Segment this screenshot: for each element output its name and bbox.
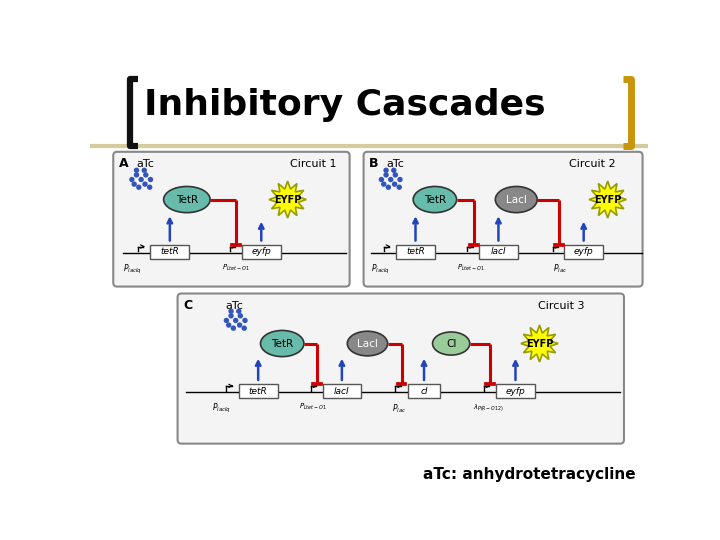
Circle shape	[230, 326, 236, 331]
Text: Circuit 2: Circuit 2	[569, 159, 616, 168]
Text: lacI: lacI	[490, 247, 506, 256]
Bar	[496, 384, 535, 398]
Text: eyfp: eyfp	[574, 247, 593, 256]
Circle shape	[134, 167, 139, 173]
Circle shape	[379, 177, 384, 182]
Ellipse shape	[413, 186, 456, 213]
Text: aTc: aTc	[137, 159, 154, 168]
Text: $P_{lac}$: $P_{lac}$	[392, 402, 407, 415]
Text: $\lambda_{P(R-O12)}$: $\lambda_{P(R-O12)}$	[473, 402, 503, 413]
Ellipse shape	[347, 331, 387, 356]
Ellipse shape	[163, 186, 210, 213]
Circle shape	[397, 185, 402, 190]
Bar	[479, 245, 518, 259]
Text: $P_{Ltet-O1}$: $P_{Ltet-O1}$	[300, 402, 328, 412]
Text: $P_{lacIq}$: $P_{lacIq}$	[371, 262, 390, 276]
Text: aTc: aTc	[386, 159, 404, 168]
Text: $P_{lacIq}$: $P_{lacIq}$	[122, 262, 142, 276]
Circle shape	[228, 308, 234, 314]
FancyBboxPatch shape	[178, 294, 624, 444]
Text: Inhibitory Cascades: Inhibitory Cascades	[144, 88, 546, 122]
Text: LacI: LacI	[357, 339, 378, 348]
Text: eyfp: eyfp	[505, 387, 526, 396]
Text: A: A	[119, 157, 128, 170]
Polygon shape	[521, 325, 558, 362]
Text: tetR: tetR	[406, 247, 425, 256]
Circle shape	[388, 177, 393, 182]
Bar	[242, 245, 281, 259]
Circle shape	[397, 177, 402, 182]
FancyBboxPatch shape	[364, 152, 642, 287]
Bar	[239, 384, 277, 398]
Text: EYFP: EYFP	[594, 194, 621, 205]
Circle shape	[233, 318, 238, 323]
Polygon shape	[269, 181, 306, 218]
Text: TetR: TetR	[271, 339, 293, 348]
Text: lacI: lacI	[334, 387, 350, 396]
Circle shape	[147, 185, 153, 190]
Text: C: C	[183, 299, 192, 312]
Circle shape	[138, 177, 144, 182]
Circle shape	[386, 185, 391, 190]
Circle shape	[132, 181, 137, 187]
Circle shape	[238, 313, 243, 319]
Text: TetR: TetR	[424, 194, 446, 205]
Circle shape	[381, 181, 387, 187]
FancyBboxPatch shape	[113, 152, 350, 287]
Text: EYFP: EYFP	[526, 339, 553, 348]
Text: aTc: anhydrotetracycline: aTc: anhydrotetracycline	[423, 467, 636, 482]
Text: $P_{Ltet-O1}$: $P_{Ltet-O1}$	[222, 262, 250, 273]
Text: cI: cI	[420, 387, 428, 396]
Text: Circuit 1: Circuit 1	[290, 159, 336, 168]
Bar	[150, 245, 189, 259]
Ellipse shape	[495, 186, 537, 213]
Ellipse shape	[433, 332, 469, 355]
Circle shape	[228, 313, 234, 319]
Text: TetR: TetR	[176, 194, 198, 205]
Text: EYFP: EYFP	[274, 194, 301, 205]
Circle shape	[134, 172, 139, 178]
Circle shape	[143, 181, 148, 187]
Text: $P_{Ltet-O1}$: $P_{Ltet-O1}$	[457, 262, 486, 273]
Ellipse shape	[261, 330, 304, 356]
Text: aTc: aTc	[225, 301, 243, 311]
Circle shape	[236, 308, 241, 314]
Circle shape	[136, 185, 142, 190]
Text: tetR: tetR	[161, 247, 179, 256]
Circle shape	[241, 326, 247, 331]
Circle shape	[129, 177, 135, 182]
Circle shape	[383, 172, 389, 178]
Circle shape	[237, 322, 243, 328]
Bar	[323, 384, 361, 398]
Circle shape	[224, 318, 229, 323]
Text: CI: CI	[446, 339, 456, 348]
Text: $P_{lacIq}$: $P_{lacIq}$	[212, 402, 232, 415]
Text: tetR: tetR	[249, 387, 268, 396]
Circle shape	[142, 167, 147, 173]
Text: B: B	[369, 157, 379, 170]
Bar	[408, 384, 441, 398]
Text: LacI: LacI	[506, 194, 527, 205]
Circle shape	[391, 167, 397, 173]
Circle shape	[226, 322, 231, 328]
Text: Circuit 3: Circuit 3	[538, 301, 585, 311]
Text: eyfp: eyfp	[251, 247, 271, 256]
Bar	[564, 245, 603, 259]
Circle shape	[148, 177, 153, 182]
Circle shape	[392, 172, 398, 178]
Circle shape	[143, 172, 148, 178]
Circle shape	[383, 167, 389, 173]
Text: $P_{lac}$: $P_{lac}$	[554, 262, 567, 275]
Polygon shape	[589, 181, 626, 218]
Bar	[396, 245, 435, 259]
Circle shape	[243, 318, 248, 323]
Circle shape	[392, 181, 397, 187]
